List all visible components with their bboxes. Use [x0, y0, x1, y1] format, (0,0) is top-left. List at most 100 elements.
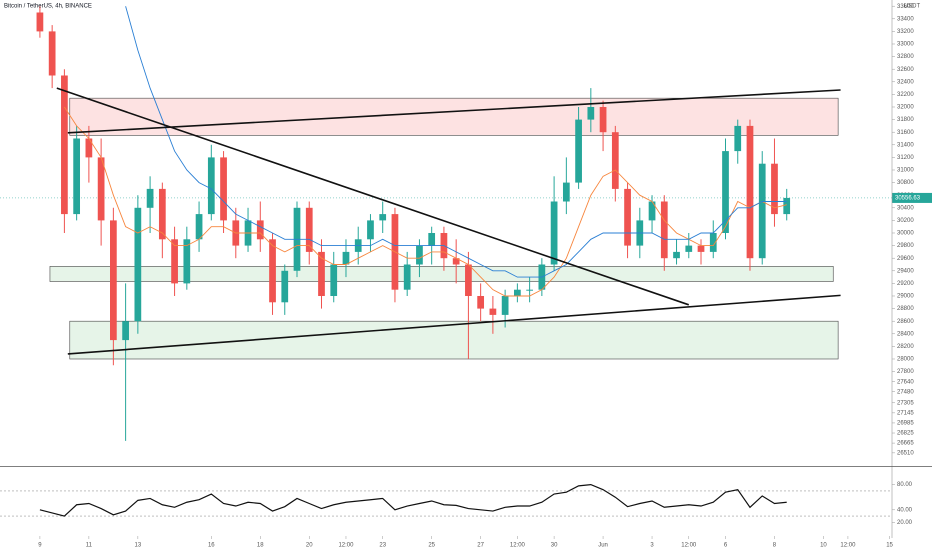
price-tag-label: 30556.63	[895, 196, 921, 202]
x-tick-label: 12:00	[840, 543, 856, 549]
y-tick-label: 26985	[897, 421, 914, 427]
zone	[69, 320, 839, 360]
candle-body	[183, 239, 191, 284]
candle-body	[97, 157, 105, 221]
candle-body	[379, 214, 387, 221]
y-tick-label: 26510	[897, 450, 914, 456]
y-tick-label: 28800	[897, 306, 914, 312]
x-tick-label: 13	[135, 543, 142, 549]
y-tick-label: 30200	[897, 218, 914, 224]
x-tick-label: 11	[86, 543, 93, 549]
candle-body	[611, 132, 619, 189]
trendline	[56, 87, 690, 306]
candle-body	[318, 251, 325, 296]
candle-body	[477, 295, 485, 309]
x-tick-label: 12:00	[681, 543, 697, 549]
x-tick-label: 27	[477, 543, 484, 549]
candle-body	[599, 106, 607, 133]
x-tick-label: 12:00	[338, 543, 354, 549]
y-tick-label: 29000	[897, 294, 914, 300]
y-tick-label: 28000	[897, 357, 914, 363]
zone	[69, 97, 839, 136]
candle-body	[758, 163, 766, 259]
y-tick-label: 30000	[897, 231, 914, 237]
y-tick-label: 31200	[897, 155, 914, 161]
y-tick-label: 29400	[897, 268, 914, 274]
x-tick-label: 10	[820, 543, 827, 549]
candle-body	[697, 245, 705, 252]
candle-body	[771, 163, 778, 215]
candle-body	[575, 119, 582, 183]
y-tick-label: 26825	[897, 431, 914, 437]
rsi-tick-label: 40.00	[897, 507, 913, 513]
y-tick-label: 29800	[897, 243, 914, 249]
y-tick-label: 28200	[897, 344, 914, 350]
candle-body	[122, 321, 129, 341]
y-tick-label: 33600	[897, 4, 914, 10]
axes: 2651026665268252698527145273052748027640…	[38, 4, 932, 549]
y-tick-label: 30800	[897, 180, 914, 186]
candle-body	[428, 232, 436, 246]
candle-body	[403, 264, 411, 290]
y-tick-label: 32600	[897, 67, 914, 73]
candle-body	[514, 289, 521, 296]
candle-body	[734, 125, 742, 152]
y-tick-label: 28400	[897, 331, 914, 337]
x-tick-label: 15	[886, 543, 893, 549]
y-tick-label: 27145	[897, 410, 914, 416]
y-tick-label: 27305	[897, 400, 914, 406]
candle-body	[305, 207, 313, 252]
trendline	[67, 89, 841, 134]
candle-body	[465, 264, 472, 296]
x-tick-label: 18	[257, 543, 264, 549]
y-tick-label: 31800	[897, 117, 914, 123]
candle-body	[85, 138, 93, 158]
y-tick-label: 27480	[897, 389, 914, 395]
x-tick-label: Jun	[598, 543, 608, 549]
y-tick-label: 32200	[897, 92, 914, 98]
candle-body	[746, 125, 754, 259]
y-tick-label: 27640	[897, 379, 914, 385]
x-tick-label: 9	[38, 543, 42, 549]
y-tick-label: 31600	[897, 130, 914, 136]
candle-body	[281, 270, 289, 303]
rsi-tick-label: 20.00	[897, 520, 913, 526]
candle-body	[256, 220, 264, 240]
candle-body	[722, 151, 729, 233]
zone	[49, 266, 834, 282]
candle-body	[146, 188, 154, 208]
y-tick-label: 29200	[897, 281, 914, 287]
moving-average	[125, 6, 787, 278]
y-tick-label: 33400	[897, 16, 914, 22]
candle-body	[624, 188, 631, 246]
x-tick-label: 16	[208, 543, 215, 549]
candle-body	[342, 251, 350, 265]
y-tick-label: 32800	[897, 54, 914, 60]
candle-body	[783, 197, 791, 215]
candle-body	[207, 157, 215, 215]
y-tick-label: 26665	[897, 441, 914, 447]
y-tick-label: 32400	[897, 79, 914, 85]
y-tick-label: 31000	[897, 168, 914, 174]
candle-body	[36, 12, 44, 32]
candle-body	[367, 220, 374, 240]
trendline	[67, 294, 841, 355]
candle-body	[526, 289, 533, 291]
candle-body	[660, 201, 668, 259]
candle-body	[501, 295, 509, 315]
candle-body	[685, 245, 693, 252]
candle-body	[158, 188, 166, 240]
candle-body	[550, 201, 558, 265]
y-tick-label: 29600	[897, 256, 914, 262]
candle-body	[269, 239, 276, 303]
y-axis-label: USDT	[904, 4, 921, 10]
x-tick-label: 30	[551, 543, 558, 549]
x-tick-label: 12:00	[510, 543, 526, 549]
candle-body	[220, 157, 227, 221]
rsi-line	[39, 483, 787, 517]
candle-body	[709, 232, 717, 252]
x-tick-label: 6	[724, 543, 728, 549]
rsi-tick-label: 80.00	[897, 482, 913, 488]
x-tick-label: 8	[773, 543, 777, 549]
chart-title: Bitcoin / TetherUS, 4h, BINANCE	[4, 4, 92, 10]
